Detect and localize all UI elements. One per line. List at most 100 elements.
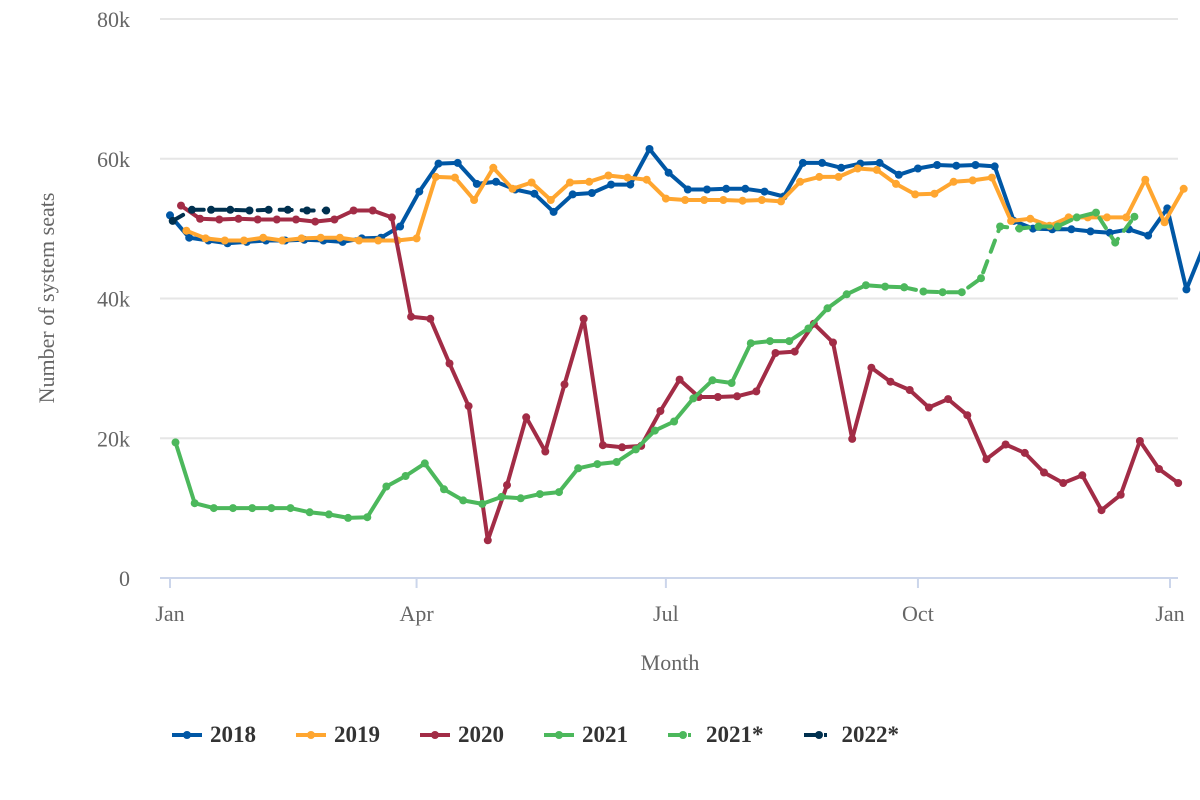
data-point[interactable] [848, 434, 857, 443]
data-point[interactable] [574, 464, 583, 473]
data-point[interactable] [459, 496, 468, 505]
data-point[interactable] [415, 187, 424, 196]
data-point[interactable] [245, 206, 254, 215]
data-point[interactable] [604, 171, 613, 180]
data-point[interactable] [190, 499, 199, 508]
data-point[interactable] [664, 168, 673, 177]
data-point[interactable] [598, 441, 607, 450]
data-point[interactable] [426, 314, 435, 323]
data-point[interactable] [618, 443, 627, 452]
data-point[interactable] [930, 189, 939, 198]
data-point[interactable] [171, 438, 180, 447]
data-point[interactable] [374, 236, 383, 245]
data-point[interactable] [489, 163, 498, 172]
data-point[interactable] [727, 379, 736, 387]
legend-item-2021-projected[interactable]: 2021* [666, 722, 764, 748]
data-point[interactable] [316, 233, 325, 242]
data-point[interactable] [1078, 471, 1087, 480]
data-point[interactable] [1092, 208, 1100, 217]
data-point[interactable] [612, 458, 621, 466]
data-point[interactable] [911, 190, 920, 199]
data-point[interactable] [713, 393, 722, 401]
data-point[interactable] [990, 162, 999, 171]
data-point[interactable] [1141, 175, 1150, 184]
data-point[interactable] [401, 472, 410, 480]
data-point[interactable] [977, 274, 985, 283]
data-point[interactable] [892, 179, 900, 188]
data-point[interactable] [168, 216, 177, 225]
data-point[interactable] [344, 513, 353, 522]
data-point[interactable] [886, 377, 895, 386]
data-point[interactable] [229, 504, 237, 513]
data-point[interactable] [382, 482, 391, 491]
data-point[interactable] [1179, 184, 1188, 193]
data-point[interactable] [1015, 224, 1024, 233]
data-point[interactable] [508, 184, 517, 193]
data-point[interactable] [1144, 231, 1153, 240]
data-point[interactable] [752, 387, 761, 396]
data-point[interactable] [1174, 479, 1183, 487]
data-point[interactable] [607, 180, 616, 189]
data-point[interactable] [963, 411, 972, 420]
data-point[interactable] [420, 459, 429, 468]
data-point[interactable] [785, 337, 794, 346]
data-point[interactable] [1103, 213, 1111, 222]
data-point[interactable] [412, 234, 421, 243]
data-point[interactable] [924, 403, 933, 412]
data-point[interactable] [177, 201, 185, 210]
series-line[interactable] [179, 203, 1181, 543]
data-point[interactable] [305, 508, 314, 517]
data-point[interactable] [566, 178, 574, 187]
data-point[interactable] [842, 290, 851, 299]
data-point[interactable] [944, 395, 953, 404]
data-point[interactable] [1155, 465, 1163, 473]
data-point[interactable] [881, 282, 890, 291]
data-point[interactable] [1040, 468, 1048, 477]
data-point[interactable] [829, 338, 837, 347]
legend-item-2020[interactable]: 2020 [418, 722, 504, 748]
data-point[interactable] [938, 288, 947, 297]
data-point[interactable] [187, 205, 196, 214]
data-point[interactable] [516, 494, 525, 503]
data-point[interactable] [853, 164, 862, 173]
series-line[interactable] [173, 283, 907, 520]
data-point[interactable] [1059, 479, 1068, 487]
data-point[interactable] [683, 185, 692, 194]
data-point[interactable] [324, 510, 333, 519]
data-point[interactable] [440, 485, 448, 494]
data-point[interactable] [207, 205, 216, 214]
data-point[interactable] [209, 504, 218, 513]
data-point[interactable] [645, 145, 654, 153]
data-point[interactable] [278, 236, 287, 245]
data-point[interactable] [297, 234, 306, 243]
data-point[interactable] [708, 376, 717, 385]
data-point[interactable] [355, 236, 363, 245]
data-point[interactable] [522, 413, 531, 422]
data-point[interactable] [1097, 506, 1106, 515]
data-point[interactable] [1007, 216, 1016, 225]
data-point[interactable] [407, 312, 416, 321]
data-point[interactable] [1130, 212, 1139, 221]
data-point[interactable] [1034, 222, 1043, 231]
legend-item-2022-projected[interactable]: 2022* [802, 722, 899, 748]
data-point[interactable] [560, 380, 569, 389]
legend-item-2021[interactable]: 2021 [542, 722, 628, 748]
data-point[interactable] [541, 447, 550, 456]
data-point[interactable] [738, 196, 747, 205]
data-point[interactable] [719, 196, 728, 204]
data-point[interactable] [470, 196, 479, 204]
data-point[interactable] [661, 194, 670, 203]
data-point[interactable] [1111, 238, 1120, 247]
data-point[interactable] [234, 214, 243, 223]
data-point[interactable] [681, 196, 690, 204]
data-point[interactable] [815, 172, 824, 181]
data-point[interactable] [535, 490, 544, 499]
data-point[interactable] [626, 180, 635, 189]
data-point[interactable] [1135, 437, 1144, 445]
data-point[interactable] [387, 213, 396, 222]
data-point[interactable] [760, 187, 769, 196]
data-point[interactable] [363, 513, 372, 522]
data-point[interactable] [757, 196, 766, 204]
data-point[interactable] [818, 158, 827, 167]
data-point[interactable] [957, 288, 966, 297]
